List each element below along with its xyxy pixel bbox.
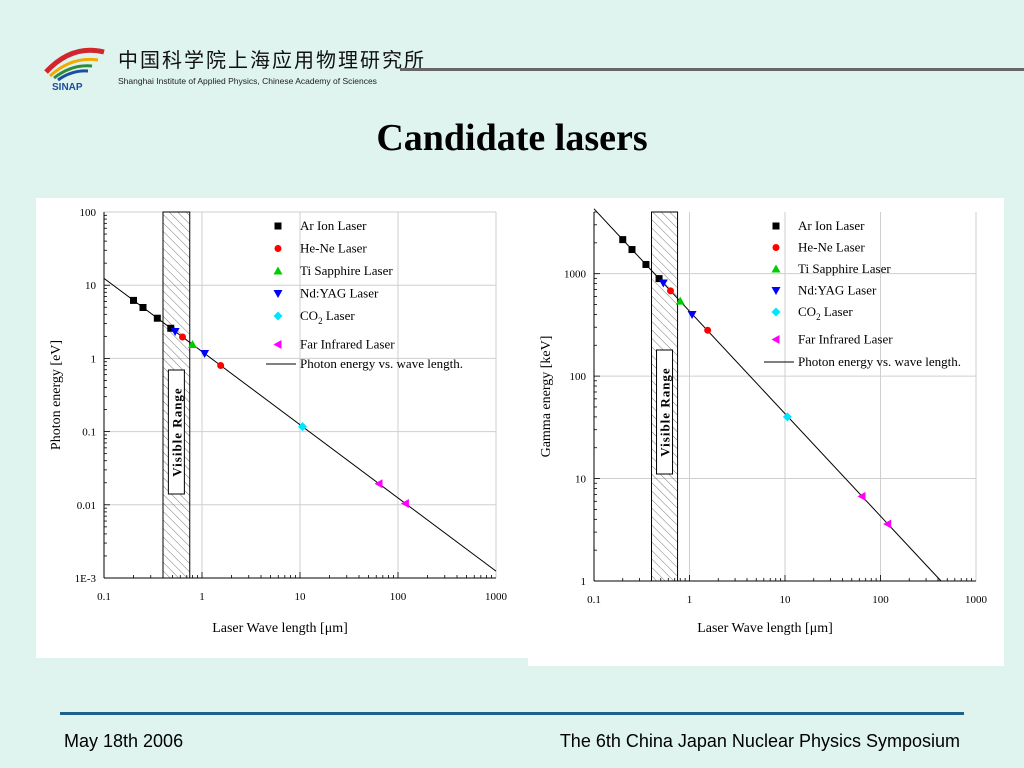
legend-label: Ar Ion Laser bbox=[798, 218, 865, 233]
y-tick-label: 0.1 bbox=[82, 427, 96, 439]
legend-label: CO2 Laser bbox=[798, 304, 853, 322]
y-tick-label: 0.01 bbox=[77, 500, 96, 512]
x-tick-label: 1 bbox=[687, 594, 693, 606]
y-tick-label: 1 bbox=[91, 353, 97, 365]
legend-marker-diamond bbox=[273, 311, 283, 321]
data-point-diamond bbox=[297, 422, 307, 432]
data-point-circle bbox=[667, 287, 675, 295]
data-point-square bbox=[619, 236, 627, 244]
data-point-circle bbox=[179, 333, 187, 341]
y-tick-label: 1 bbox=[581, 576, 587, 588]
x-tick-label: 1000 bbox=[965, 594, 988, 606]
legend-label: He-Ne Laser bbox=[798, 240, 865, 255]
x-tick-label: 0.1 bbox=[97, 591, 111, 603]
y-tick-label: 10 bbox=[85, 280, 97, 292]
visible-range-label: Visible Range bbox=[169, 387, 184, 476]
legend-label: Ti Sapphire Laser bbox=[300, 263, 393, 278]
y-tick-label: 10 bbox=[575, 474, 587, 486]
plot-area: Visible Range 0.1 1 10 100 1000 1E-3 0.01 0.1 1 10… bbox=[49, 207, 508, 636]
chart-panel-photon-energy: Visible Range 0.1 1 10 100 1000 1E-3 0.01 0.1 1 10… bbox=[36, 198, 528, 658]
data-point-diamond bbox=[782, 412, 792, 422]
data-point-circle bbox=[704, 326, 712, 334]
photon-energy-line bbox=[593, 208, 942, 582]
data-point-triangle-down bbox=[658, 279, 668, 288]
data-point-square bbox=[139, 303, 147, 311]
footer-divider bbox=[60, 712, 964, 715]
org-name-chinese: 中国科学院上海应用物理研究所 bbox=[118, 48, 426, 72]
legend-label: CO2 Laser bbox=[300, 308, 355, 326]
data-point-triangle-up bbox=[188, 339, 198, 348]
header-divider bbox=[400, 68, 1024, 71]
footer-date: May 18th 2006 bbox=[64, 731, 184, 751]
legend-marker-triangle-up bbox=[273, 266, 283, 275]
visible-range-label: Visible Range bbox=[658, 367, 673, 456]
legend-marker-square bbox=[274, 222, 282, 230]
legend-label: Ti Sapphire Laser bbox=[798, 261, 891, 276]
data-point-triangle-down bbox=[170, 328, 180, 337]
data-point-square bbox=[628, 246, 636, 254]
photon-energy-chart: Visible Range 0.1 1 10 100 1000 1E-3 0.01 0.1 1 10… bbox=[49, 207, 508, 636]
x-tick-label: 10 bbox=[295, 591, 307, 603]
visible-range-label-box bbox=[167, 369, 185, 495]
data-point-square bbox=[130, 296, 138, 304]
legend-label: Far Infrared Laser bbox=[300, 337, 395, 352]
legend-label: Photon energy vs. wave length. bbox=[798, 354, 961, 369]
data-point-triangle-left bbox=[883, 519, 892, 529]
x-tick-label: 0.1 bbox=[587, 594, 601, 606]
legend-label: Nd:YAG Laser bbox=[798, 283, 877, 298]
data-point-square bbox=[642, 260, 650, 268]
legend-marker-diamond bbox=[771, 307, 781, 317]
y-tick-label: 1000 bbox=[564, 269, 587, 281]
legend-marker-triangle-up bbox=[771, 264, 781, 273]
legend-label: Photon energy vs. wave length. bbox=[300, 356, 463, 371]
x-tick-label: 10 bbox=[780, 594, 792, 606]
x-tick-label: 100 bbox=[872, 594, 889, 606]
legend-label: Far Infrared Laser bbox=[798, 332, 893, 347]
legend-label: Ar Ion Laser bbox=[300, 218, 367, 233]
x-tick-label: 1 bbox=[199, 591, 205, 603]
legend-label: Nd:YAG Laser bbox=[300, 286, 379, 301]
x-tick-label: 100 bbox=[390, 591, 407, 603]
y-axis-label: Photon energy [eV] bbox=[49, 340, 64, 450]
legend-marker-triangle-left bbox=[771, 335, 780, 344]
legend-marker-triangle-down bbox=[273, 290, 283, 298]
logo-text: SINAP bbox=[52, 82, 83, 92]
legend-marker-triangle-left bbox=[273, 340, 282, 349]
data-point-circle bbox=[217, 361, 225, 369]
x-axis-label: Laser Wave length [μm] bbox=[212, 621, 348, 636]
x-tick-label: 1000 bbox=[485, 591, 508, 603]
sinap-logo: SINAP bbox=[44, 47, 105, 92]
legend-label: He-Ne Laser bbox=[300, 241, 367, 256]
data-point-triangle-up bbox=[675, 296, 685, 305]
data-point-triangle-down bbox=[687, 310, 697, 319]
legend-marker-circle bbox=[772, 244, 780, 251]
slide-title: Candidate lasers bbox=[376, 117, 648, 159]
visible-range-label-box bbox=[656, 349, 674, 475]
legend-marker-square bbox=[772, 222, 780, 230]
org-name-english: Shanghai Institute of Applied Physics, C… bbox=[118, 76, 377, 86]
chart-panel-gamma-energy: Visible Range 0.1 1 10 100 1000 1 10 100 1000 Lase… bbox=[528, 198, 1004, 666]
data-point-triangle-left bbox=[374, 479, 383, 489]
y-tick-label: 100 bbox=[80, 207, 97, 219]
legend-marker-circle bbox=[274, 245, 282, 252]
legend-marker-triangle-down bbox=[771, 287, 781, 295]
footer-event: The 6th China Japan Nuclear Physics Symp… bbox=[559, 731, 960, 751]
y-tick-label: 1E-3 bbox=[75, 573, 97, 585]
y-axis-label: Gamma energy [keV] bbox=[539, 336, 554, 458]
data-point-triangle-left bbox=[857, 491, 866, 501]
data-point-triangle-left bbox=[400, 499, 409, 509]
x-axis-label: Laser Wave length [μm] bbox=[697, 621, 833, 636]
data-point-square bbox=[153, 314, 161, 322]
y-tick-label: 100 bbox=[570, 371, 587, 383]
data-point-triangle-down bbox=[200, 350, 210, 359]
